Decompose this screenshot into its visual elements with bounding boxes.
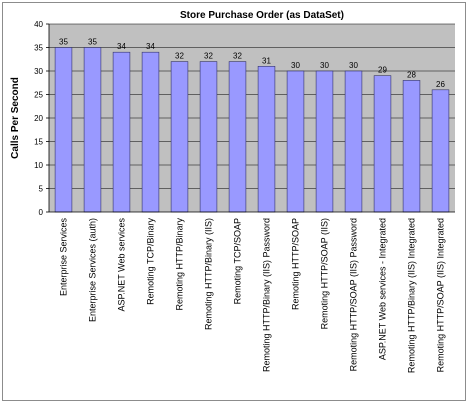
x-tick-label: Remoting HTTP/SOAP: [291, 218, 301, 310]
data-label: 29: [378, 66, 387, 75]
x-tick-label: Remoting HTTP/Binary: [175, 218, 185, 311]
data-label: 28: [407, 70, 416, 79]
x-tick-label: Remoting HTTP/SOAP (IIS) Integrated: [436, 218, 446, 372]
x-tick-label: Remoting TCP/SOAP: [233, 218, 243, 304]
data-label: 34: [117, 42, 126, 51]
y-tick-label: 0: [39, 208, 44, 217]
bar: [315, 70, 334, 213]
data-label: 30: [291, 61, 300, 70]
bar: [199, 61, 218, 213]
bar: [228, 61, 247, 213]
y-tick-label: 40: [34, 20, 43, 29]
data-labels: 35 35 34 34 32 32 32 31 30 30 30 29 28 26: [59, 38, 445, 89]
x-tick-label: Enterprise Services (auth): [88, 218, 98, 322]
y-tick-label: 20: [34, 114, 43, 123]
x-axis-labels: Enterprise Services Enterprise Services (…: [59, 218, 446, 374]
bar: [54, 47, 73, 213]
x-tick-label: Remoting HTTP/SOAP (IIS) Password: [349, 218, 359, 371]
chart-title: Store Purchase Order (as DataSet): [180, 10, 344, 21]
data-label: 32: [175, 52, 184, 61]
bar: [83, 47, 102, 213]
x-tick-label: Remoting HTTP/Binary (IIS) Password: [262, 218, 272, 372]
x-tick-label: Remoting HTTP/SOAP (IIS): [320, 218, 330, 329]
axes: [48, 24, 455, 213]
bar: [344, 70, 363, 213]
data-label: 32: [233, 52, 242, 61]
bar: [431, 89, 450, 213]
data-label: 35: [88, 38, 97, 47]
x-tick-label: Enterprise Services: [59, 218, 69, 297]
y-tick-label: 25: [34, 91, 43, 100]
data-label: 34: [146, 42, 155, 51]
bar: [373, 75, 392, 213]
data-label: 35: [59, 38, 68, 47]
y-tick-label: 5: [39, 185, 44, 194]
y-tick-label: 30: [34, 67, 43, 76]
x-tick-label: ASP.NET Web services - Integrated: [378, 218, 388, 360]
x-tick-label: Remoting HTTP/Binary (IIS) Integrated: [407, 218, 417, 373]
y-tick-label: 10: [34, 161, 43, 170]
y-axis-ticks: 0 5 10 15 20 25 30 35 40: [34, 20, 49, 217]
data-label: 30: [320, 61, 329, 70]
data-label: 26: [436, 80, 445, 89]
bar: [170, 61, 189, 213]
data-label: 32: [204, 52, 213, 61]
x-tick-label: Remoting TCP/Binary: [146, 218, 156, 305]
bar: [257, 66, 276, 213]
y-tick-label: 35: [34, 44, 43, 53]
y-tick-label: 15: [34, 138, 43, 147]
x-tick-label: Remoting HTTP/Binary (IIS): [204, 218, 214, 330]
bar: [112, 51, 131, 213]
bar: [402, 80, 421, 213]
bar: [141, 51, 160, 213]
x-tick-label: ASP.NET Web services: [117, 218, 127, 312]
data-label: 31: [262, 56, 271, 65]
y-axis-label: Calls Per Second: [10, 77, 21, 159]
bar: [286, 70, 305, 213]
bars: [54, 47, 450, 213]
data-label: 30: [349, 61, 358, 70]
